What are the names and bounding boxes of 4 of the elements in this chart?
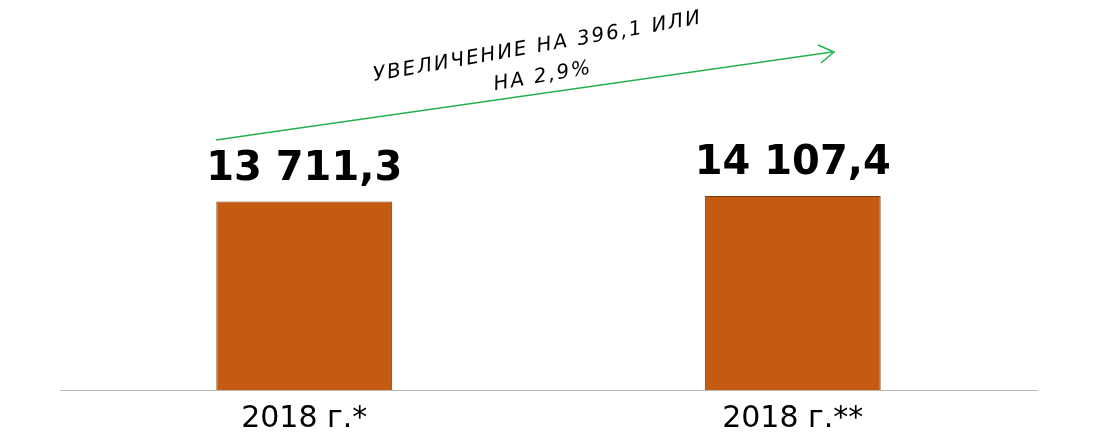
data-label: 14 107,4 [694,137,891,184]
x-tick-label: 2018 г.* [241,398,368,434]
data-label: 13 711,3 [206,142,403,189]
x-tick-label: 2018 г.** [722,398,864,434]
